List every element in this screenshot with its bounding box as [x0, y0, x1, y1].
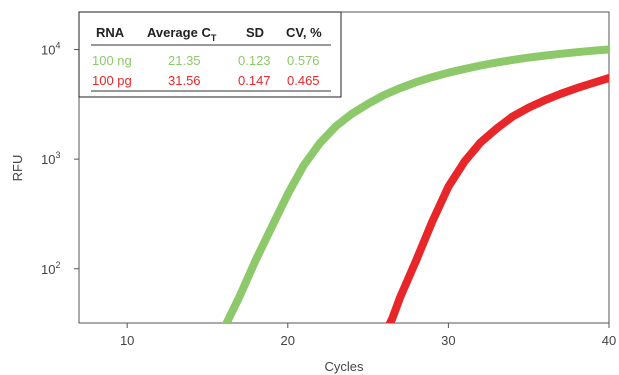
series-point [573, 48, 581, 56]
series-replicate-line [223, 50, 607, 323]
series-100-ng [212, 45, 609, 349]
series-point [284, 190, 292, 198]
series-point [212, 342, 219, 349]
legend-row-cv: 0.576 [287, 53, 320, 68]
series-point [557, 90, 565, 98]
y-axis-label: RFU [10, 155, 25, 182]
series-point [477, 139, 484, 146]
x-axis-label: Cycles [324, 359, 364, 374]
series-100-pg [381, 74, 609, 338]
series-point [461, 158, 468, 166]
legend-row-rna: 100 pg [92, 73, 132, 88]
legend-header-rna: RNA [96, 25, 125, 40]
legend-row-sd: 0.123 [238, 53, 271, 68]
legend-row-ct: 31.56 [168, 73, 201, 88]
series-point [509, 56, 517, 64]
series-point [348, 110, 356, 118]
series-point [605, 74, 609, 82]
series-point [380, 91, 388, 99]
series-point [300, 161, 308, 169]
legend-box [78, 11, 342, 98]
series-point [268, 223, 276, 231]
series-point [252, 256, 260, 264]
series-point [236, 292, 244, 300]
series-point [332, 122, 340, 130]
series-point [412, 78, 420, 86]
series-point [381, 331, 388, 338]
legend-header-ct-sub: T [211, 33, 217, 43]
series-point [220, 326, 227, 333]
legend-header-sd: SD [246, 25, 264, 40]
legend-header-ct: Average CT [147, 25, 217, 43]
series-point [525, 104, 533, 112]
x-axis: 10 20 30 40 [120, 323, 616, 348]
series-band [385, 74, 609, 323]
legend-header-ct-main: Average C [147, 25, 211, 40]
y-axis: 102 103 104 [41, 41, 79, 277]
series-layer [212, 45, 609, 349]
series-point [444, 183, 452, 191]
series-point [605, 46, 609, 53]
legend-row-100pg: 100 pg 31.56 0.147 0.465 [92, 73, 320, 88]
series-point [589, 79, 597, 87]
y-tick-label: 104 [41, 41, 60, 58]
series-point [573, 84, 581, 92]
plot-frame [78, 11, 610, 324]
series-point [541, 52, 549, 60]
legend-header-cv: CV, % [286, 25, 322, 40]
series-replicate-line [390, 76, 609, 323]
series-replicate-line [387, 78, 607, 323]
series-point [412, 256, 420, 264]
legend-row-rna: 100 ng [92, 53, 132, 68]
series-point [364, 100, 372, 108]
series-point [461, 65, 468, 73]
legend-row-ct: 21.35 [168, 53, 201, 68]
series-point [444, 69, 452, 77]
series-point [589, 47, 597, 55]
x-tick-label: 30 [441, 333, 455, 348]
series-point [509, 113, 517, 120]
series-point [525, 54, 533, 62]
series-point [557, 50, 565, 58]
series-point [493, 59, 501, 67]
x-tick-label: 10 [120, 333, 134, 348]
series-point [541, 96, 549, 104]
series-point [316, 139, 324, 147]
series-point [493, 125, 501, 133]
series-point [428, 73, 436, 81]
series-point [477, 62, 484, 69]
legend-row-sd: 0.147 [238, 73, 271, 88]
y-tick-label: 103 [41, 150, 60, 167]
series-point [428, 218, 436, 225]
series-point [396, 293, 404, 301]
series-point [388, 315, 396, 323]
series-point [396, 84, 404, 92]
legend-row-cv: 0.465 [287, 73, 320, 88]
x-tick-label: 20 [281, 333, 295, 348]
legend-row-100ng: 100 ng 21.35 0.123 0.576 [92, 53, 320, 68]
y-tick-label: 102 [41, 260, 60, 277]
x-tick-label: 40 [602, 333, 616, 348]
legend: RNA Average CT SD CV, % 100 ng 21.35 0.1… [78, 11, 342, 98]
